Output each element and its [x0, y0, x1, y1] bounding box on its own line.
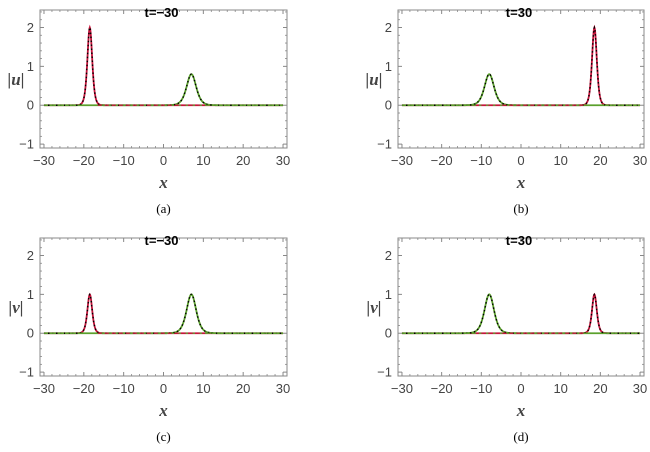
x-tick-label: −20: [431, 381, 453, 396]
x-tick-label: −30: [391, 381, 413, 396]
x-tick-label: −30: [33, 153, 55, 168]
panel-caption: (b): [513, 201, 528, 216]
x-axis-label: x: [516, 173, 526, 192]
x-tick-label: −20: [73, 381, 95, 396]
y-tick-label: 2: [27, 248, 34, 263]
panel-caption: (c): [156, 429, 170, 444]
x-tick-label: 20: [236, 381, 250, 396]
series-line: [43, 292, 284, 335]
x-tick-label: 30: [633, 153, 647, 168]
y-tick-label: 0: [27, 326, 34, 341]
y-axis-label: |u|: [8, 70, 25, 89]
x-axis-label: x: [158, 401, 168, 420]
x-tick-label: 0: [160, 153, 167, 168]
panel-title: t=−30: [145, 5, 179, 20]
y-axis-label: |v|: [8, 298, 23, 317]
y-tick-label: 2: [385, 248, 392, 263]
x-tick-label: 0: [517, 381, 524, 396]
panel-title: t=−30: [145, 233, 179, 248]
y-tick-label: 2: [385, 20, 392, 35]
y-tick-label: −1: [377, 137, 392, 152]
series-line: [401, 293, 641, 335]
y-tick-label: 1: [385, 287, 392, 302]
x-axis-label: x: [158, 173, 168, 192]
plot-frame: [39, 9, 288, 149]
y-tick-label: 1: [385, 59, 392, 74]
plot-frame: [397, 9, 645, 149]
series-line: [43, 293, 284, 334]
x-tick-label: 30: [633, 381, 647, 396]
y-tick-label: 0: [27, 98, 34, 113]
x-tick-label: 30: [276, 153, 290, 168]
panel-caption: (d): [513, 429, 528, 444]
x-tick-label: 0: [517, 153, 524, 168]
y-tick-label: −1: [377, 365, 392, 380]
y-tick-label: 1: [27, 59, 34, 74]
y-tick-label: 0: [385, 98, 392, 113]
x-tick-label: 10: [553, 381, 567, 396]
series-line: [43, 73, 284, 107]
x-tick-label: 0: [160, 381, 167, 396]
series-line: [43, 24, 284, 107]
x-tick-label: 20: [593, 381, 607, 396]
series-line: [401, 25, 641, 106]
y-tick-label: 2: [27, 20, 34, 35]
x-tick-label: −30: [33, 381, 55, 396]
x-tick-label: −20: [73, 153, 95, 168]
x-tick-label: −10: [113, 381, 135, 396]
x-tick-label: −10: [470, 153, 492, 168]
x-tick-label: −10: [470, 381, 492, 396]
y-axis-label: |v|: [366, 298, 381, 317]
x-tick-label: 30: [276, 381, 290, 396]
x-tick-label: −30: [391, 153, 413, 168]
x-axis-label: x: [516, 401, 526, 420]
plot-frame: [397, 237, 645, 377]
y-axis-label: |u|: [366, 70, 383, 89]
x-tick-label: 20: [593, 153, 607, 168]
x-tick-label: −20: [431, 153, 453, 168]
series-line: [401, 24, 641, 107]
series-line: [401, 293, 641, 334]
series-line: [43, 293, 284, 335]
panel-caption: (a): [156, 201, 170, 216]
x-tick-label: −10: [113, 153, 135, 168]
plot-frame: [39, 237, 288, 377]
series-line: [43, 25, 284, 106]
y-tick-label: −1: [19, 365, 34, 380]
x-tick-label: 10: [196, 381, 210, 396]
panel-title: t=30: [506, 5, 532, 20]
panel-title: t=30: [506, 233, 532, 248]
x-tick-label: 20: [236, 153, 250, 168]
y-tick-label: 1: [27, 287, 34, 302]
series-line: [401, 73, 641, 107]
x-tick-label: 10: [553, 153, 567, 168]
y-tick-label: −1: [19, 137, 34, 152]
series-line: [401, 292, 641, 335]
x-tick-label: 10: [196, 153, 210, 168]
y-tick-label: 0: [385, 326, 392, 341]
